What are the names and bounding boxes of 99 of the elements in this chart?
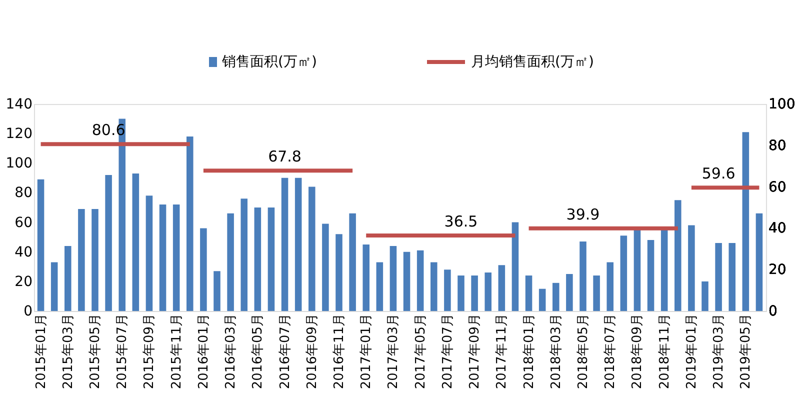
x-tick-label: 2018年05月: [576, 314, 591, 390]
bar: [634, 230, 641, 311]
y2-tick-label: 80: [768, 138, 786, 154]
bar: [416, 250, 424, 311]
bar: [308, 186, 316, 311]
bar: [728, 242, 736, 311]
x-tick-label: 2016年01月: [196, 314, 212, 390]
bar: [64, 246, 72, 311]
y-tick-label: 120: [6, 126, 32, 142]
x-tick-label: 2017年07月: [440, 314, 456, 390]
bar: [322, 224, 329, 311]
bar: [336, 234, 342, 311]
x-tick-label: 2016年05月: [250, 314, 266, 390]
y2-tick-label: 40: [768, 220, 786, 237]
data-label: 39.9: [566, 205, 600, 224]
x-tick-label: 2018年09月: [630, 314, 646, 390]
x-tick-label: 2017年05月: [413, 314, 428, 390]
x-tick-label: 2015年09月: [142, 314, 158, 390]
bar: [268, 208, 275, 311]
x-tick-label: 2017年11月: [494, 314, 510, 390]
x-tick-label: 2015年05月: [88, 314, 103, 390]
x-tick-label: 2016年03月: [224, 314, 239, 390]
bar: [715, 242, 722, 311]
y-tick-label: 60: [14, 214, 32, 231]
bar: [593, 276, 600, 311]
bar: [580, 242, 586, 311]
bar: [92, 208, 98, 311]
bar: [647, 240, 654, 311]
bar: [620, 236, 628, 311]
y2-tick-label: 100: [768, 96, 796, 112]
x-tick-label: 2015年07月: [115, 314, 130, 390]
bar: [214, 271, 220, 311]
x-tick-label: 2018年11月: [657, 314, 672, 390]
bar: [376, 262, 384, 311]
bar: [566, 274, 573, 311]
bar: [159, 204, 166, 311]
bar: [674, 200, 682, 311]
bar: [294, 178, 302, 311]
bar: [200, 228, 207, 311]
bar: [105, 174, 112, 311]
bar: [78, 208, 85, 311]
x-tick-label: 2017年09月: [468, 314, 483, 390]
x-tick-label: 2016年09月: [304, 314, 320, 390]
y2-tick-label: 60: [768, 179, 786, 196]
bar: [606, 262, 614, 311]
x-tick-label: 2017年01月: [359, 314, 374, 390]
bar: [132, 173, 140, 311]
bar: [742, 132, 750, 311]
bar: [552, 282, 560, 311]
data-label: 36.5: [444, 212, 478, 230]
bar: [362, 244, 370, 311]
y-tick-label: 80: [14, 185, 32, 202]
y2-tick-label: 0: [768, 304, 778, 320]
bar: [538, 288, 546, 311]
x-tick-label: 2019年05月: [738, 314, 754, 390]
bar: [484, 272, 492, 311]
y-tick-label: 100: [6, 156, 32, 172]
x-tick-label: 2016年07月: [278, 314, 293, 390]
x-tick-label: 2015年01月: [34, 314, 49, 390]
x-tick-label: 2019年03月: [712, 314, 727, 390]
bar: [172, 204, 180, 311]
y2-tick-label: 20: [768, 262, 786, 278]
x-tick-label: 2018年07月: [603, 314, 618, 390]
bar: [458, 276, 464, 311]
bar: [444, 270, 451, 311]
bar: [403, 252, 410, 311]
bar: [50, 262, 58, 311]
bar: [688, 225, 695, 311]
y-tick-label: 0: [24, 304, 32, 320]
legend-label: 月均销售面积(万㎡): [471, 54, 594, 70]
bar: [756, 213, 763, 311]
bar: [186, 136, 194, 311]
bar: [37, 179, 44, 311]
x-tick-label: 2015年11月: [169, 314, 184, 390]
x-tick-label: 2016年11月: [332, 314, 347, 390]
bar: [498, 265, 506, 311]
bar: [227, 213, 234, 311]
x-tick-label: 2015年03月: [60, 314, 76, 390]
bar: [349, 213, 356, 311]
y-tick-label: 140: [6, 96, 32, 112]
x-tick-label: 2018年03月: [548, 314, 564, 390]
x-tick-label: 2017年03月: [386, 314, 402, 390]
data-label: 67.8: [268, 148, 302, 166]
bar: [254, 208, 262, 311]
y-tick-label: 20: [14, 274, 32, 290]
bar: [430, 262, 438, 311]
bar: [702, 281, 708, 311]
x-tick-label: 2019年01月: [684, 314, 700, 390]
x-tick-label: 2018年01月: [522, 314, 537, 390]
bar: [512, 222, 519, 311]
bar: [281, 178, 288, 311]
bar: [240, 198, 248, 311]
legend-label: 销售面积(万㎡): [221, 54, 317, 70]
bar: [525, 276, 532, 311]
data-label: 59.6: [702, 164, 736, 183]
bar: [146, 196, 153, 311]
bar: [471, 276, 478, 311]
bar: [390, 246, 397, 311]
y-tick-label: 40: [14, 244, 32, 260]
